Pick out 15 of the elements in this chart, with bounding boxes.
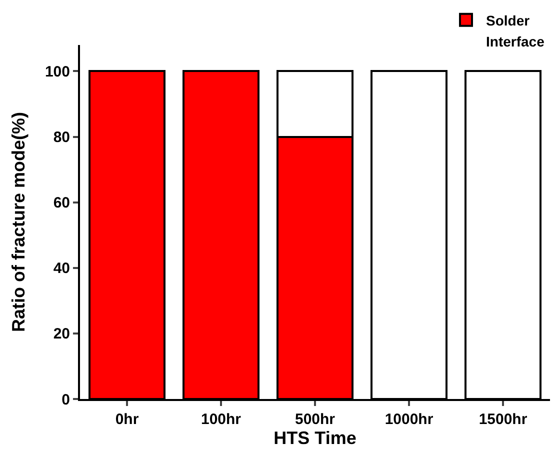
y-tick-label: 0 bbox=[62, 391, 70, 408]
series-label: Interface bbox=[486, 34, 545, 50]
x-tick-label: 500hr bbox=[294, 411, 336, 428]
y-tick-label: 80 bbox=[53, 129, 70, 146]
y-axis-title: Ratio of fracture mode(%) bbox=[8, 112, 29, 332]
y-tick-label: 60 bbox=[53, 194, 70, 212]
y-tick-label: 100 bbox=[44, 63, 70, 80]
y-tick-label: 40 bbox=[53, 260, 70, 278]
y-tick-label: 20 bbox=[53, 326, 70, 343]
x-tick-label: 1000hr bbox=[384, 411, 434, 428]
legend-label: Solder bbox=[486, 12, 530, 28]
x-tick-label: 1500hr bbox=[478, 411, 528, 428]
x-axis-title: HTS Time bbox=[274, 428, 356, 448]
x-tick-label: 0hr bbox=[115, 411, 139, 428]
x-tick-label: 100hr bbox=[200, 411, 242, 428]
